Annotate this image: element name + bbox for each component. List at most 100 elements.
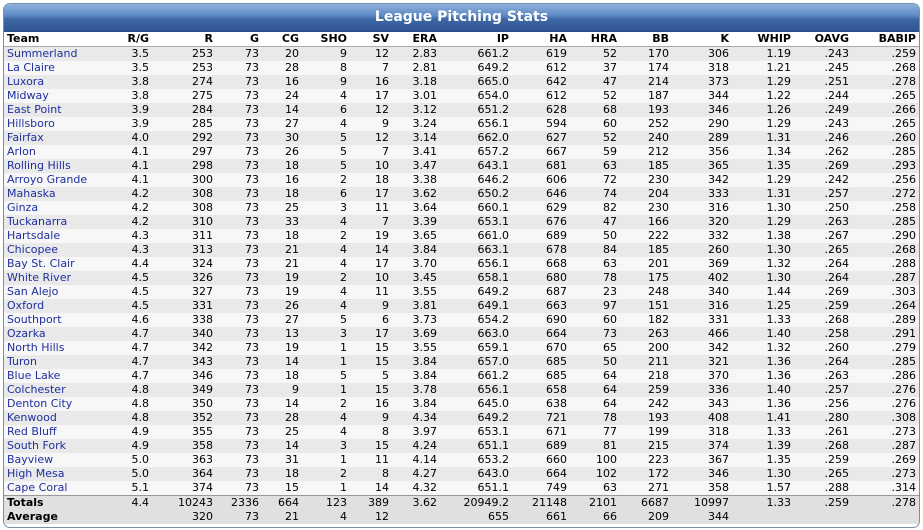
column-header-ha[interactable]: HA	[512, 32, 570, 47]
table-row: Summerland 3.5 253 73 20 9 12 2.83 661.2 619 52 170…	[4, 46, 919, 61]
column-header-cg[interactable]: CG	[262, 32, 302, 47]
cell-sv: 14	[350, 481, 392, 496]
table-row: North Hills 4.7 342 73 19 1 15 3.55 659.1 670 65 20…	[4, 341, 919, 355]
team-link[interactable]: Bay St. Clair	[7, 257, 75, 270]
cell-g: 73	[216, 369, 262, 383]
team-link[interactable]: Midway	[7, 89, 49, 102]
cell-k: 369	[672, 257, 732, 271]
cell-bb: 211	[620, 355, 672, 369]
team-cell: Kenwood	[4, 411, 104, 425]
team-link[interactable]: Ginza	[7, 201, 39, 214]
team-link[interactable]: Mahaska	[7, 187, 56, 200]
cell-era: 3.38	[392, 173, 440, 187]
cell-whip: 1.29	[732, 117, 794, 131]
cell-g: 73	[216, 439, 262, 453]
column-header-era[interactable]: ERA	[392, 32, 440, 47]
column-header-hra[interactable]: HRA	[570, 32, 620, 47]
cell-sho: 2	[302, 173, 350, 187]
cell-era: 4.27	[392, 467, 440, 481]
team-link[interactable]: Rolling Hills	[7, 159, 71, 172]
cell-oavg: .244	[794, 89, 852, 103]
team-cell: Colchester	[4, 383, 104, 397]
column-header-r[interactable]: R	[152, 32, 216, 47]
team-link[interactable]: Luxora	[7, 75, 45, 88]
cell-babip: .259	[852, 46, 919, 61]
cell-bb: 230	[620, 173, 672, 187]
team-link[interactable]: South Fork	[7, 439, 67, 452]
cell-oavg: .264	[794, 257, 852, 271]
average-row: Average 320 73 21 4 12 655 661 66 209 344	[4, 510, 919, 524]
cell-hra: 64	[570, 397, 620, 411]
column-header-sv[interactable]: SV	[350, 32, 392, 47]
column-header-g[interactable]: G	[216, 32, 262, 47]
cell-oavg: .288	[794, 481, 852, 496]
cell-oavg: .259	[794, 453, 852, 467]
column-header-team[interactable]: Team	[4, 32, 104, 47]
team-link[interactable]: Hartsdale	[7, 229, 61, 242]
team-link[interactable]: Arroyo Grande	[7, 173, 88, 186]
column-header-sho[interactable]: SHO	[302, 32, 350, 47]
column-header-r-g[interactable]: R/G	[104, 32, 152, 47]
team-link[interactable]: Turon	[7, 355, 38, 368]
team-link[interactable]: Red Bluff	[7, 425, 57, 438]
cell-k: 346	[672, 467, 732, 481]
team-link[interactable]: Denton City	[7, 397, 73, 410]
team-cell: San Alejo	[4, 285, 104, 299]
cell-cg: 19	[262, 271, 302, 285]
team-link[interactable]: Kenwood	[7, 411, 57, 424]
cell-sv: 8	[350, 425, 392, 439]
team-link[interactable]: Fairfax	[7, 131, 44, 144]
team-cell: Luxora	[4, 75, 104, 89]
cell-sho: 3	[302, 327, 350, 341]
team-cell: Hillsboro	[4, 117, 104, 131]
team-link[interactable]: East Point	[7, 103, 62, 116]
column-header-bb[interactable]: BB	[620, 32, 672, 47]
cell-r: 275	[152, 89, 216, 103]
team-link[interactable]: Summerland	[7, 47, 78, 60]
team-link[interactable]: White River	[7, 271, 71, 284]
cell-era: 3.62	[392, 187, 440, 201]
cell-k: 340	[672, 285, 732, 299]
cell-bb: 259	[620, 383, 672, 397]
cell-cg: 18	[262, 369, 302, 383]
cell-babip: .276	[852, 397, 919, 411]
cell-r-g: 4.6	[104, 313, 152, 327]
team-link[interactable]: Colchester	[7, 383, 66, 396]
cell-r: 355	[152, 425, 216, 439]
team-link[interactable]: Chicopee	[7, 243, 59, 256]
team-link[interactable]: Oxford	[7, 299, 45, 312]
cell-r: 284	[152, 103, 216, 117]
team-link[interactable]: High Mesa	[7, 467, 65, 480]
column-header-ip[interactable]: IP	[440, 32, 512, 47]
cell-cg: 25	[262, 201, 302, 215]
team-link[interactable]: Cape Coral	[7, 481, 68, 494]
cell-cg: 27	[262, 313, 302, 327]
team-link[interactable]: Tuckanarra	[7, 215, 68, 228]
team-link[interactable]: San Alejo	[7, 285, 59, 298]
team-link[interactable]: Ozarka	[7, 327, 46, 340]
table-row: Tuckanarra 4.2 310 73 33 4 7 3.39 653.1 676 47 166 3…	[4, 215, 919, 229]
cell-ip: 649.1	[440, 299, 512, 313]
column-header-babip[interactable]: BABIP	[852, 32, 919, 47]
team-link[interactable]: Arlon	[7, 145, 36, 158]
average-cell-r: 320	[152, 510, 216, 524]
cell-era: 3.01	[392, 89, 440, 103]
table-row: White River 4.5 326 73 19 2 10 3.45 658.1 680 78 17…	[4, 271, 919, 285]
column-header-whip[interactable]: WHIP	[732, 32, 794, 47]
column-header-k[interactable]: K	[672, 32, 732, 47]
team-link[interactable]: Bayview	[7, 453, 54, 466]
cell-sho: 3	[302, 439, 350, 453]
team-link[interactable]: North Hills	[7, 341, 65, 354]
team-link[interactable]: La Claire	[7, 61, 55, 74]
cell-cg: 14	[262, 439, 302, 453]
column-header-oavg[interactable]: OAVG	[794, 32, 852, 47]
cell-babip: .308	[852, 411, 919, 425]
team-link[interactable]: Blue Lake	[7, 369, 61, 382]
table-row: Bayview 5.0 363 73 31 1 11 4.14 653.2 660 100 223 36…	[4, 453, 919, 467]
team-link[interactable]: Hillsboro	[7, 117, 55, 130]
cell-sho: 5	[302, 131, 350, 145]
cell-sv: 15	[350, 383, 392, 397]
cell-r-g: 3.8	[104, 75, 152, 89]
team-link[interactable]: Southport	[7, 313, 62, 326]
cell-era: 3.55	[392, 285, 440, 299]
